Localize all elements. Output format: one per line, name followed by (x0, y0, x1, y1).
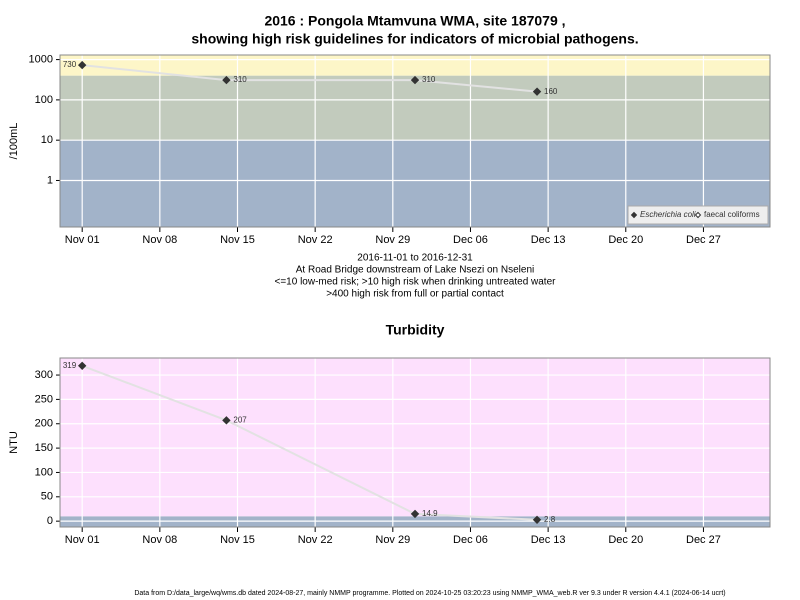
x-tick-label: Nov 01 (65, 234, 100, 246)
y-tick-label: 300 (35, 369, 53, 381)
y-tick-label: 100 (35, 94, 53, 106)
x-tick-label: Dec 13 (531, 234, 566, 246)
x-tick-label: Dec 13 (531, 534, 566, 546)
data-point (410, 509, 420, 519)
x-tick-label: Nov 29 (375, 534, 410, 546)
legend-marker (630, 211, 638, 219)
footer: Data from D:/data_large/wq/wms.db dated … (134, 590, 725, 597)
y-tick-label: 150 (35, 442, 53, 454)
y-tick-label: 10 (41, 134, 53, 146)
note: >400 high risk from full or partial cont… (326, 289, 504, 300)
value-label: 14.9 (422, 509, 438, 518)
x-tick-label: Dec 27 (686, 234, 721, 246)
x-tick-label: Nov 22 (298, 534, 333, 546)
value-label: 310 (233, 75, 247, 84)
x-tick-label: Nov 08 (142, 234, 177, 246)
plot-frame (59, 54, 771, 228)
chart-subtitle: showing high risk guidelines for indicat… (191, 31, 638, 47)
data-point (410, 75, 420, 85)
y-axis-label: /100mL (8, 123, 20, 160)
note: <=10 low-med risk; >10 high risk when dr… (275, 277, 557, 288)
x-tick-label: Dec 06 (453, 534, 488, 546)
value-label: 207 (233, 415, 247, 424)
y-tick-label: 0 (47, 515, 53, 527)
x-tick-label: Nov 22 (298, 234, 333, 246)
value-label: 730 (63, 60, 77, 69)
note: At Road Bridge downstream of Lake Nsezi … (296, 265, 534, 276)
data-point (222, 75, 231, 85)
series-line (82, 64, 538, 93)
x-tick-label: Nov 01 (65, 534, 100, 546)
risk-band (60, 55, 770, 76)
data-point (532, 87, 542, 96)
x-tick-label: Nov 08 (142, 534, 177, 546)
value-label: 310 (422, 75, 436, 84)
plot-frame (59, 357, 771, 528)
data-point (77, 60, 87, 70)
series-line (81, 364, 538, 521)
y-tick-label: 200 (35, 418, 53, 430)
risk-band (60, 75, 770, 141)
x-tick-label: Nov 15 (220, 234, 255, 246)
risk-band (60, 358, 770, 517)
data-point (77, 361, 87, 371)
legend-label: Escherichia coli (640, 210, 696, 219)
chart-title: Turbidity (386, 322, 445, 338)
y-tick-label: 50 (41, 491, 53, 503)
note: 2016-11-01 to 2016-12-31 (357, 253, 473, 264)
x-tick-label: Dec 06 (453, 234, 488, 246)
y-tick-label: 1000 (29, 53, 53, 65)
chart-title: 2016 : Pongola Mtamvuna WMA, site 187079… (264, 13, 565, 29)
y-tick-label: 250 (35, 393, 53, 405)
legend-marker (694, 211, 702, 219)
data-point (532, 515, 542, 524)
value-label: 160 (544, 87, 558, 96)
data-point (222, 416, 231, 425)
y-axis-label: NTU (8, 431, 20, 454)
x-tick-label: Nov 29 (375, 234, 410, 246)
y-tick-label: 1 (47, 174, 53, 186)
legend-label: faecal coliforms (704, 210, 760, 219)
x-tick-label: Dec 20 (608, 534, 643, 546)
value-label: 319 (63, 361, 77, 370)
x-tick-label: Nov 15 (220, 534, 255, 546)
y-tick-label: 100 (35, 466, 53, 478)
value-label: 2.8 (544, 515, 556, 524)
x-tick-label: Dec 27 (686, 534, 721, 546)
x-tick-label: Dec 20 (608, 234, 643, 246)
